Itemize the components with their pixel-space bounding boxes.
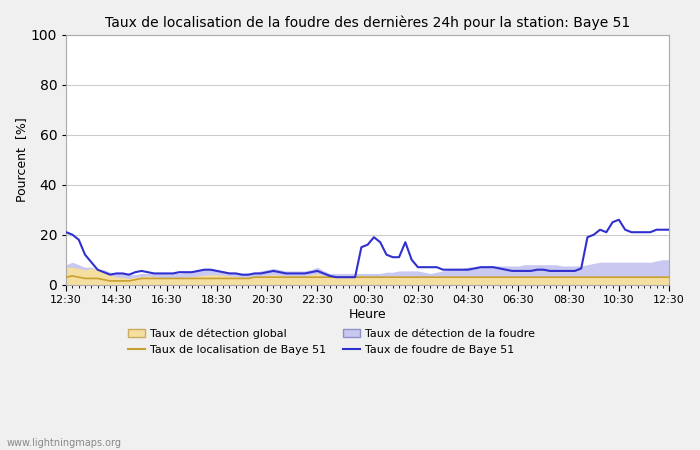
Legend: Taux de détection global, Taux de localisation de Baye 51, Taux de détection de : Taux de détection global, Taux de locali… xyxy=(123,324,540,359)
X-axis label: Heure: Heure xyxy=(349,308,386,321)
Text: www.lightningmaps.org: www.lightningmaps.org xyxy=(7,438,122,448)
Y-axis label: Pourcent  [%]: Pourcent [%] xyxy=(15,117,28,202)
Title: Taux de localisation de la foudre des dernières 24h pour la station: Baye 51: Taux de localisation de la foudre des de… xyxy=(105,15,630,30)
